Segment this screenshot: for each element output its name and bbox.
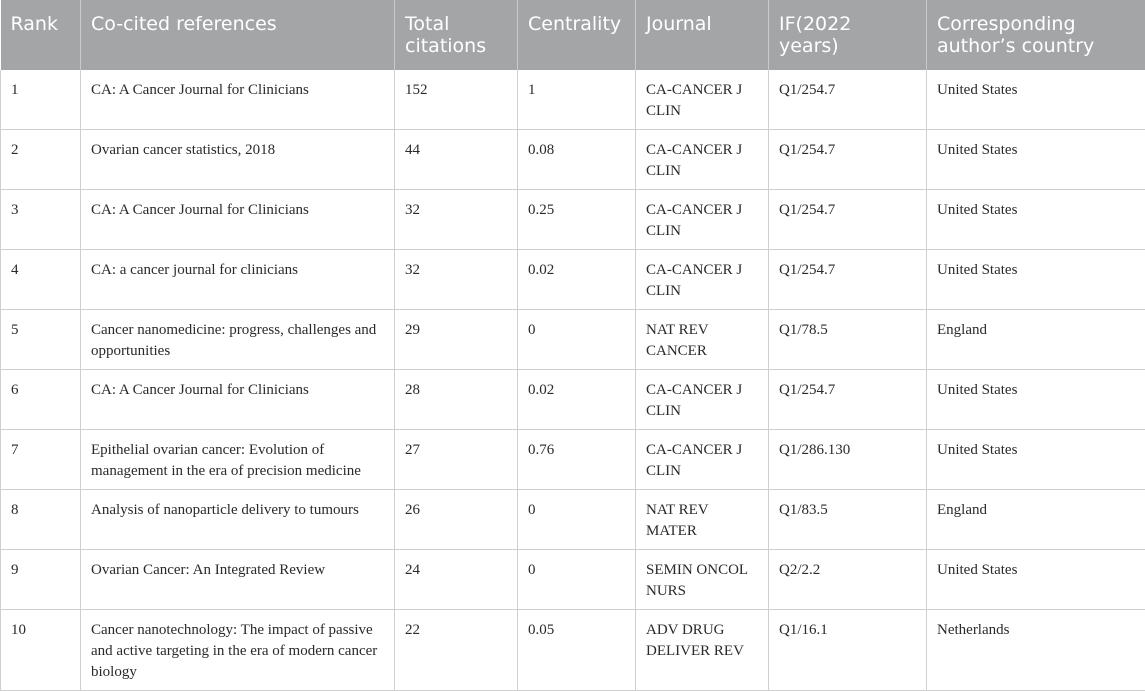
cell-rank: 4	[1, 250, 81, 310]
table-row: 2 Ovarian cancer statistics, 2018 44 0.0…	[1, 130, 1145, 190]
cell-reference: Cancer nanomedicine: progress, challenge…	[81, 310, 395, 370]
cell-journal: SEMIN ONCOL NURS	[636, 550, 769, 610]
cell-country: Netherlands	[927, 610, 1145, 691]
cell-rank: 9	[1, 550, 81, 610]
cell-citations: 29	[395, 310, 518, 370]
cell-country: United States	[927, 250, 1145, 310]
table-row: 6 CA: A Cancer Journal for Clinicians 28…	[1, 370, 1145, 430]
table-row: 3 CA: A Cancer Journal for Clinicians 32…	[1, 190, 1145, 250]
cell-reference: Ovarian Cancer: An Integrated Review	[81, 550, 395, 610]
table-row: 5 Cancer nanomedicine: progress, challen…	[1, 310, 1145, 370]
table-row: 1 CA: A Cancer Journal for Clinicians 15…	[1, 70, 1145, 130]
cell-rank: 10	[1, 610, 81, 691]
cell-if: Q1/254.7	[769, 370, 927, 430]
cell-if: Q1/254.7	[769, 190, 927, 250]
table-row: 9 Ovarian Cancer: An Integrated Review 2…	[1, 550, 1145, 610]
cell-centrality: 0.08	[518, 130, 636, 190]
cell-if: Q1/78.5	[769, 310, 927, 370]
cell-if: Q1/254.7	[769, 250, 927, 310]
cell-country: United States	[927, 190, 1145, 250]
cell-journal: CA-CANCER J CLIN	[636, 370, 769, 430]
cell-rank: 7	[1, 430, 81, 490]
cell-centrality: 0	[518, 490, 636, 550]
cell-rank: 8	[1, 490, 81, 550]
cell-reference: CA: A Cancer Journal for Clinicians	[81, 70, 395, 130]
cell-citations: 44	[395, 130, 518, 190]
cell-journal: CA-CANCER J CLIN	[636, 70, 769, 130]
header-if: IF(2022 years)	[769, 0, 927, 70]
table-header: Rank Co-cited references Total citations…	[1, 0, 1145, 70]
cell-centrality: 0.02	[518, 250, 636, 310]
header-rank: Rank	[1, 0, 81, 70]
cell-reference: Epithelial ovarian cancer: Evolution of …	[81, 430, 395, 490]
cell-centrality: 0.05	[518, 610, 636, 691]
cell-reference: CA: a cancer journal for clinicians	[81, 250, 395, 310]
cell-rank: 3	[1, 190, 81, 250]
cell-rank: 2	[1, 130, 81, 190]
cell-reference: CA: A Cancer Journal for Clinicians	[81, 190, 395, 250]
cell-rank: 5	[1, 310, 81, 370]
cell-country: United States	[927, 370, 1145, 430]
cell-reference: Analysis of nanoparticle delivery to tum…	[81, 490, 395, 550]
cell-citations: 26	[395, 490, 518, 550]
header-centrality: Centrality	[518, 0, 636, 70]
cell-citations: 32	[395, 250, 518, 310]
cell-centrality: 1	[518, 70, 636, 130]
table-row: 4 CA: a cancer journal for clinicians 32…	[1, 250, 1145, 310]
cell-journal: CA-CANCER J CLIN	[636, 430, 769, 490]
cell-journal: CA-CANCER J CLIN	[636, 250, 769, 310]
cell-if: Q1/16.1	[769, 610, 927, 691]
cell-journal: NAT REV CANCER	[636, 310, 769, 370]
cell-if: Q1/83.5	[769, 490, 927, 550]
cell-journal: CA-CANCER J CLIN	[636, 130, 769, 190]
table-row: 8 Analysis of nanoparticle delivery to t…	[1, 490, 1145, 550]
cell-if: Q1/254.7	[769, 130, 927, 190]
cell-if: Q1/286.130	[769, 430, 927, 490]
cell-citations: 152	[395, 70, 518, 130]
cell-country: United States	[927, 430, 1145, 490]
cell-journal: CA-CANCER J CLIN	[636, 190, 769, 250]
cell-centrality: 0	[518, 550, 636, 610]
cell-citations: 24	[395, 550, 518, 610]
cell-country: United States	[927, 550, 1145, 610]
cell-citations: 27	[395, 430, 518, 490]
cell-reference: Cancer nanotechnology: The impact of pas…	[81, 610, 395, 691]
cell-rank: 6	[1, 370, 81, 430]
cell-centrality: 0	[518, 310, 636, 370]
header-journal: Journal	[636, 0, 769, 70]
cell-citations: 32	[395, 190, 518, 250]
cell-centrality: 0.25	[518, 190, 636, 250]
cell-if: Q1/254.7	[769, 70, 927, 130]
header-citations: Total citations	[395, 0, 518, 70]
cell-journal: ADV DRUG DELIVER REV	[636, 610, 769, 691]
cell-citations: 22	[395, 610, 518, 691]
cell-journal: NAT REV MATER	[636, 490, 769, 550]
table-row: 7 Epithelial ovarian cancer: Evolution o…	[1, 430, 1145, 490]
cell-rank: 1	[1, 70, 81, 130]
table-row: 10 Cancer nanotechnology: The impact of …	[1, 610, 1145, 691]
header-row: Rank Co-cited references Total citations…	[1, 0, 1145, 70]
cell-reference: CA: A Cancer Journal for Clinicians	[81, 370, 395, 430]
cell-country: United States	[927, 130, 1145, 190]
cell-country: England	[927, 310, 1145, 370]
header-country: Corresponding author’s country	[927, 0, 1145, 70]
header-reference: Co-cited references	[81, 0, 395, 70]
cell-reference: Ovarian cancer statistics, 2018	[81, 130, 395, 190]
cell-centrality: 0.02	[518, 370, 636, 430]
cell-country: England	[927, 490, 1145, 550]
cell-centrality: 0.76	[518, 430, 636, 490]
table-body: 1 CA: A Cancer Journal for Clinicians 15…	[1, 70, 1145, 691]
cell-if: Q2/2.2	[769, 550, 927, 610]
cell-citations: 28	[395, 370, 518, 430]
cell-country: United States	[927, 70, 1145, 130]
